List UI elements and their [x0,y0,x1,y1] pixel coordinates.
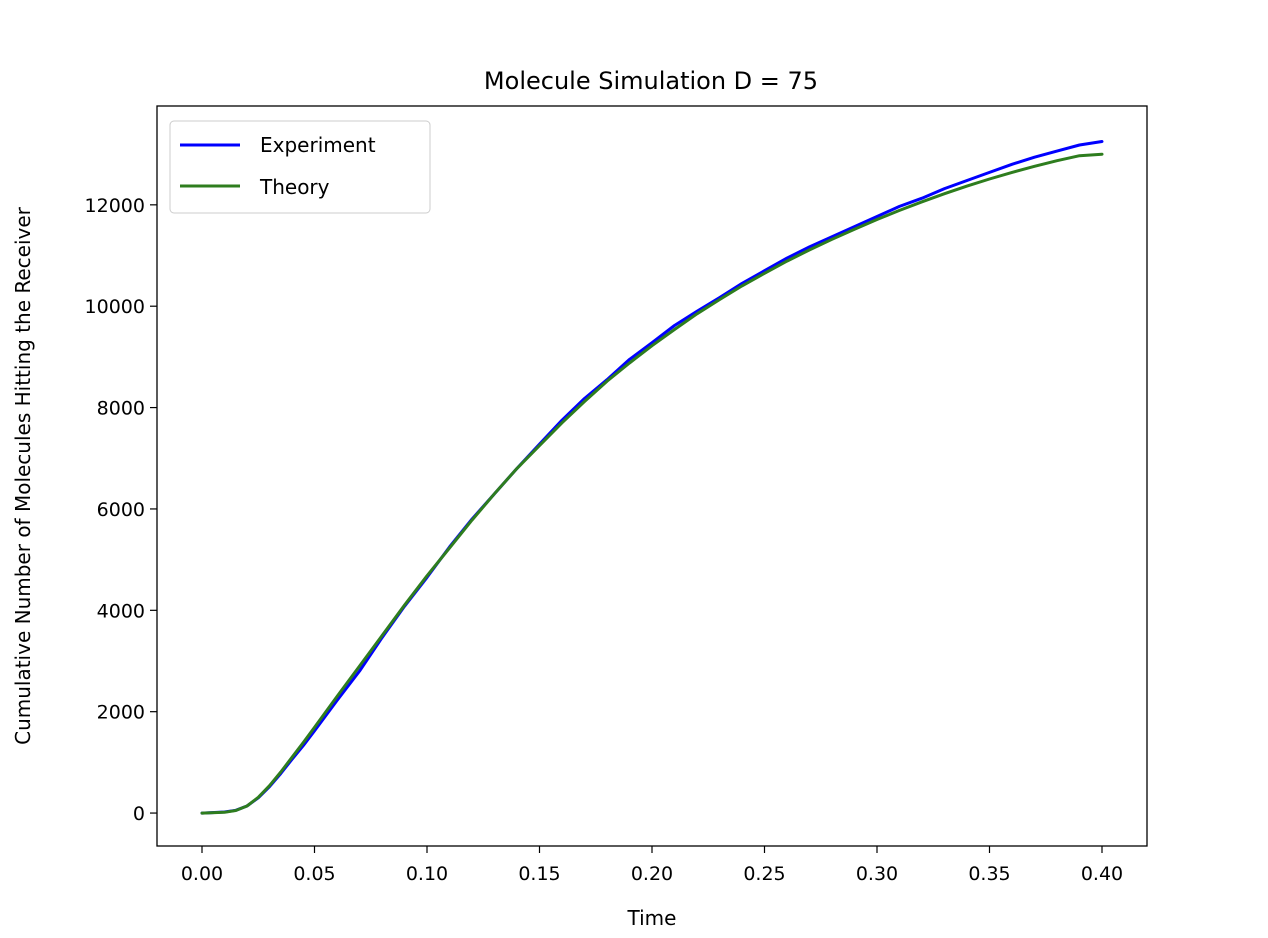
y-axis-ticks: 0 2000 4000 6000 8000 10000 12000 [85,195,157,825]
chart-title: Molecule Simulation D = 75 [484,67,818,95]
x-axis-ticks: 0.00 0.05 0.10 0.15 0.20 0.25 0.30 0.35 0.40 [181,846,1123,885]
x-tick-label: 0.20 [631,863,673,885]
y-tick-label: 8000 [97,398,145,420]
x-tick-label: 0.10 [406,863,448,885]
x-tick-label: 0.35 [968,863,1010,885]
series-line-theory [200,152,1104,815]
x-tick-label: 0.05 [293,863,335,885]
y-tick-label: 12000 [85,195,145,217]
x-tick-label: 0.25 [743,863,785,885]
y-tick-label: 6000 [97,499,145,521]
plot-lines [200,140,1104,815]
legend-label-theory: Theory [259,175,330,199]
y-tick-label: 10000 [85,296,145,318]
x-axis-label: Time [627,906,677,930]
legend-label-experiment: Experiment [260,133,376,157]
x-tick-label: 0.30 [856,863,898,885]
x-tick-label: 0.00 [181,863,223,885]
y-tick-label: 4000 [97,600,145,622]
y-axis-label: Cumulative Number of Molecules Hitting t… [11,206,35,745]
legend: Experiment Theory [169,120,431,214]
y-tick-label: 2000 [97,702,145,724]
x-tick-label: 0.15 [518,863,560,885]
y-tick-label: 0 [133,803,145,825]
x-tick-label: 0.40 [1081,863,1123,885]
